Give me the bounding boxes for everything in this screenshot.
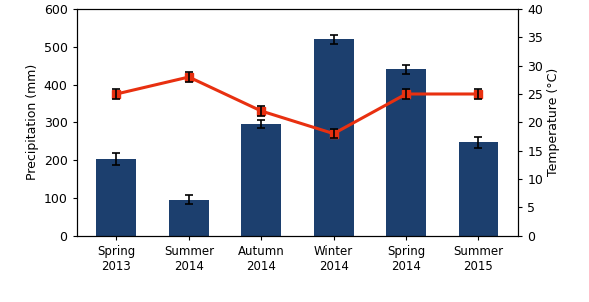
Bar — [169, 200, 209, 236]
Y-axis label: Precipitation (mm): Precipitation (mm) — [27, 64, 39, 180]
Bar — [386, 69, 426, 236]
Bar — [241, 124, 281, 236]
Bar — [97, 159, 136, 236]
Bar — [459, 142, 498, 236]
Bar — [314, 39, 353, 236]
Y-axis label: Temperature (°C): Temperature (°C) — [547, 68, 560, 176]
